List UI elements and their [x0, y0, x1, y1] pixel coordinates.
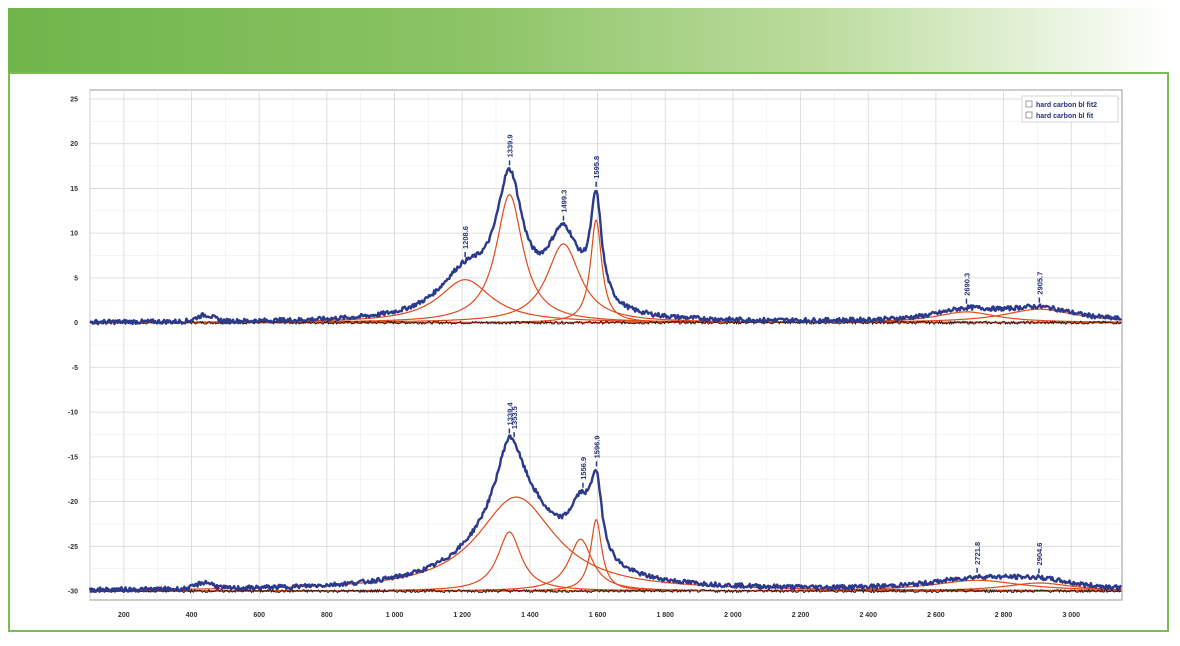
y-tick-label: 15 — [70, 186, 78, 193]
peak-label: 1596.9 — [592, 435, 601, 458]
peak-label: 1556.9 — [579, 457, 588, 480]
x-tick-label: 200 — [118, 612, 130, 619]
y-tick-label: -30 — [68, 589, 78, 596]
legend-entry: hard carbon bl fit — [1036, 113, 1094, 120]
residual-line — [89, 588, 1122, 594]
x-tick-label: 3 000 — [1062, 612, 1080, 619]
x-tick-label: 400 — [186, 612, 198, 619]
peak-label: 2690.3 — [962, 273, 971, 296]
y-tick-label: -25 — [68, 544, 78, 551]
y-tick-label: -20 — [68, 499, 78, 506]
peak-label: 2721.8 — [973, 542, 982, 565]
x-tick-label: 1 000 — [386, 612, 404, 619]
x-tick-label: 2 400 — [859, 612, 877, 619]
y-tick-label: 20 — [70, 141, 78, 148]
header-band — [8, 8, 1172, 74]
x-tick-label: 600 — [253, 612, 265, 619]
raman-spectrum-chart: 200 400 600 800 1 000 1 200 1 400 1 600 1 800 2 0… — [68, 89, 1123, 619]
legend-entry: hard carbon bl fit2 — [1036, 102, 1097, 109]
x-tick-label: 1 200 — [453, 612, 471, 619]
y-tick-label: -10 — [68, 410, 78, 417]
x-tick-label: 2 800 — [995, 612, 1013, 619]
x-tick-label: 1 400 — [521, 612, 539, 619]
legend-swatch — [1025, 100, 1033, 108]
x-tick-label: 2 000 — [724, 612, 742, 619]
peak-label: 2905.7 — [1035, 272, 1044, 295]
legend-swatch — [1025, 111, 1033, 119]
y-tick-label: -5 — [72, 365, 78, 372]
y-tick-label: 0 — [74, 320, 78, 327]
spectrum-line — [89, 166, 1122, 326]
x-tick-label: 1 800 — [656, 612, 674, 619]
y-tick-label: -15 — [68, 454, 78, 461]
fitted-band-curve — [90, 308, 1122, 324]
x-tick-label: 800 — [321, 612, 333, 619]
spectrum-line — [88, 434, 1123, 593]
x-tick-label: 2 600 — [927, 612, 945, 619]
peak-label: 1339.4 — [505, 402, 514, 426]
y-tick-label: 25 — [70, 96, 78, 103]
peak-label: 1353.5 — [510, 406, 519, 429]
residual-line — [89, 319, 1122, 326]
peak-label: 1208.6 — [461, 226, 470, 249]
legend-box — [1021, 95, 1119, 123]
x-tick-label: 1 600 — [589, 612, 607, 619]
x-tick-label: 2 200 — [792, 612, 810, 619]
y-tick-label: 5 — [74, 275, 78, 282]
peak-label: 2904.6 — [1035, 543, 1044, 566]
peak-label: 1499.3 — [559, 190, 568, 213]
y-tick-label: 10 — [70, 231, 78, 238]
peak-label: 1339.9 — [506, 134, 515, 157]
peak-label: 1595.8 — [592, 156, 601, 179]
